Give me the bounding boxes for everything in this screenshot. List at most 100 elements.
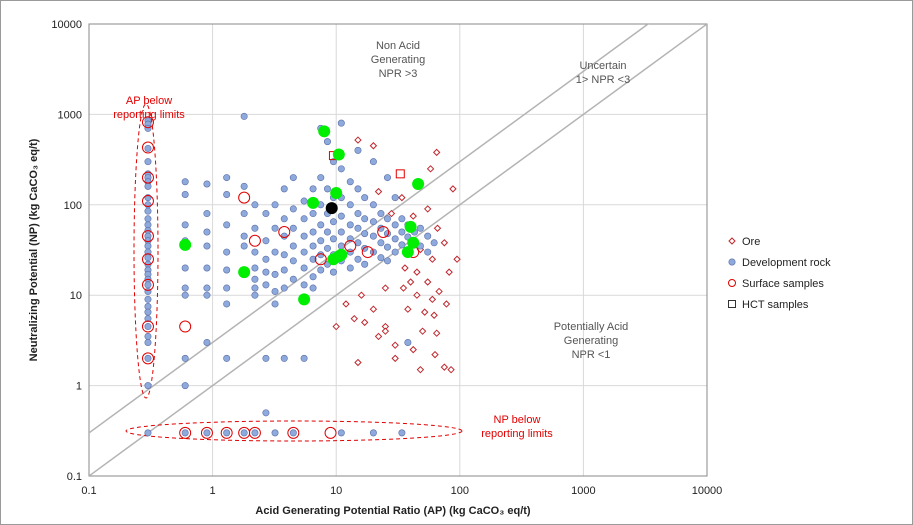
ore-point <box>381 284 390 292</box>
development-rock-point <box>337 228 345 236</box>
ore-point <box>360 318 369 327</box>
ore-point <box>391 341 399 349</box>
surface-samples-point <box>141 230 154 243</box>
ore-point <box>391 354 399 363</box>
development-rock-point <box>369 429 377 437</box>
development-rock-point <box>424 248 432 256</box>
ore-point <box>435 287 443 296</box>
development-rock-point <box>251 291 259 299</box>
ore-point <box>332 322 340 331</box>
development-rock-point <box>323 244 331 252</box>
development-rock-point <box>377 210 385 218</box>
development-rock-point <box>223 354 231 362</box>
x-tick-label: 1 <box>210 485 216 497</box>
development-rock-point <box>361 260 369 268</box>
development-rock-point <box>309 255 317 263</box>
development-rock-point <box>144 315 152 323</box>
development-rock-point <box>181 354 189 362</box>
ore-point <box>426 165 435 173</box>
development-rock-point <box>300 248 308 256</box>
ore-point <box>357 291 366 299</box>
ore-point <box>369 305 378 313</box>
development-rock-point <box>223 248 231 256</box>
green-highlight-point <box>407 236 420 249</box>
np-limit-ellipse <box>125 420 463 442</box>
development-rock-point <box>271 287 279 295</box>
black-highlight-point <box>325 202 338 215</box>
surface-samples-point <box>344 240 357 253</box>
development-rock-point <box>251 284 259 292</box>
development-rock-point <box>354 185 362 193</box>
development-rock-point <box>289 257 297 265</box>
legend-label: HCT samples <box>742 299 809 311</box>
ore-point <box>445 268 453 276</box>
development-rock-point <box>317 237 325 245</box>
development-rock-point <box>329 218 337 226</box>
development-rock-point <box>398 215 406 223</box>
ore-point <box>416 365 425 374</box>
development-rock-point <box>416 224 424 232</box>
development-rock-point <box>280 185 288 193</box>
development-rock-point <box>223 266 231 274</box>
development-rock-point <box>354 255 362 263</box>
development-rock-point <box>424 232 432 240</box>
development-rock-point <box>300 264 308 272</box>
legend-label: Development rock <box>742 257 831 269</box>
surface-samples-point <box>248 426 261 439</box>
development-rock-point <box>329 268 337 276</box>
green-highlight-point <box>332 148 345 161</box>
development-rock-point <box>329 235 337 243</box>
ore-point <box>433 224 442 232</box>
ore-point <box>409 345 417 354</box>
development-rock-point <box>309 242 317 250</box>
development-rock-point <box>337 429 345 437</box>
development-rock-point <box>337 165 345 173</box>
x-tick-label: 1000 <box>571 485 595 497</box>
development-rock-point <box>203 338 211 346</box>
ore-point <box>398 193 406 202</box>
development-rock-point <box>240 210 248 218</box>
ore-point <box>447 365 455 374</box>
development-rock-point <box>144 308 152 316</box>
development-rock-point <box>271 224 279 232</box>
surface-samples-point <box>141 320 154 333</box>
ap-below-limits-label: AP below reporting limits <box>113 95 185 121</box>
development-rock-point <box>280 284 288 292</box>
development-rock-point <box>203 291 211 299</box>
ore-point <box>442 300 451 308</box>
np-below-limits-label: NP below reporting limits <box>481 414 553 440</box>
development-rock-point <box>323 185 331 193</box>
ore-point <box>374 187 383 196</box>
development-rock-point <box>144 287 152 295</box>
surface-samples-point <box>141 352 154 365</box>
surface-samples-point <box>220 426 233 439</box>
development-rock-point <box>391 194 399 202</box>
ore-point <box>354 358 362 367</box>
development-rock-point <box>391 248 399 256</box>
development-rock-point <box>240 242 248 250</box>
development-rock-point <box>203 180 211 188</box>
development-rock-point <box>223 429 231 437</box>
development-rock-point <box>181 284 189 292</box>
development-rock-point <box>223 300 231 308</box>
development-rock-point <box>361 194 369 202</box>
development-rock-point <box>337 119 345 127</box>
legend-marker <box>728 279 736 287</box>
development-rock-point <box>369 218 377 226</box>
y-axis-ticks: 0.1 1 10 100 1000 10000 <box>51 19 82 483</box>
development-rock-point <box>251 275 259 283</box>
x-tick-label: 0.1 <box>81 485 96 497</box>
surface-samples-point <box>377 226 390 239</box>
ore-point <box>432 329 441 337</box>
development-rock-point <box>337 242 345 250</box>
x-tick-label: 10 <box>330 485 342 497</box>
development-rock-point <box>262 281 270 289</box>
development-rock-point <box>430 239 438 247</box>
development-rock-point <box>223 284 231 292</box>
surface-samples-point <box>141 195 154 208</box>
development-rock-point <box>203 284 211 292</box>
development-rock-point <box>289 205 297 213</box>
development-rock-point <box>354 146 362 154</box>
development-rock-point <box>144 158 152 166</box>
development-rock-point <box>271 429 279 437</box>
